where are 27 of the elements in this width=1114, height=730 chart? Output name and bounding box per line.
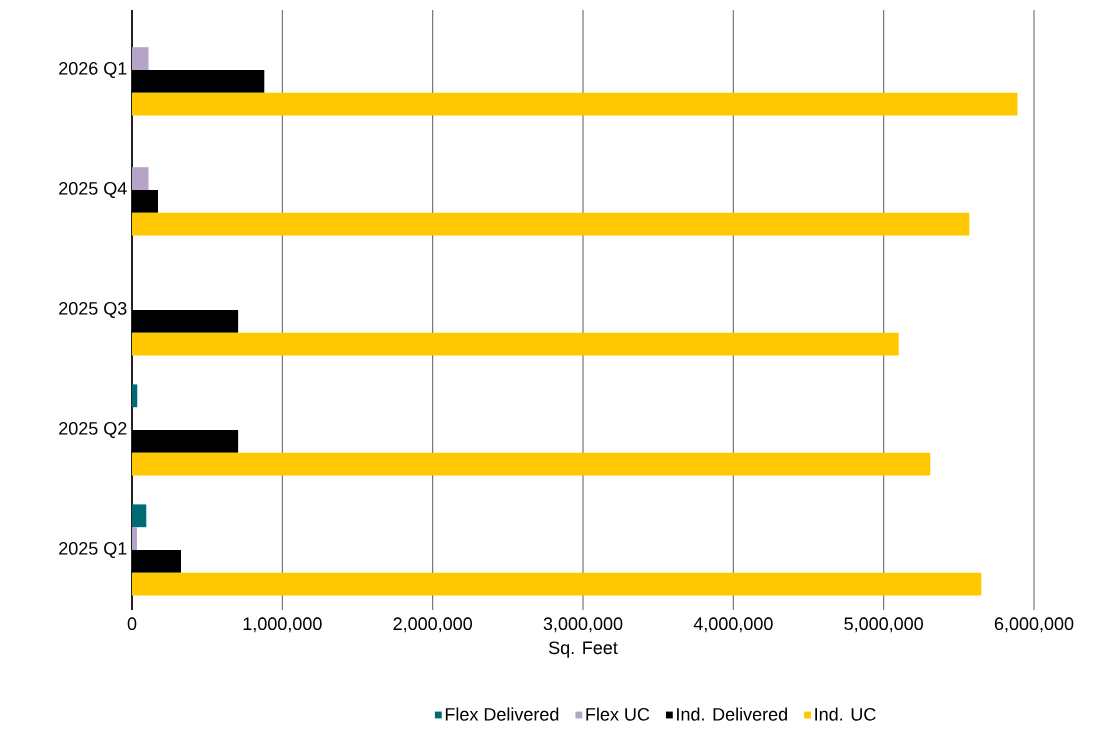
x-tick-label: 3,000,000 — [543, 617, 623, 633]
y-tick-label: 2025 Q1 — [59, 542, 127, 558]
bar — [132, 384, 138, 408]
bar — [132, 452, 931, 476]
y-tick-label: 2026 Q1 — [59, 62, 127, 78]
bar — [132, 527, 137, 550]
y-tick-label: 2025 Q3 — [59, 302, 127, 318]
bar — [132, 167, 149, 190]
bar — [132, 504, 147, 528]
y-tick-label: 2025 Q4 — [59, 182, 127, 198]
legend-label: Flex UC — [586, 707, 650, 721]
y-tick-label: 2025 Q2 — [59, 422, 127, 438]
x-tick-label: 2,000,000 — [393, 617, 472, 633]
x-tick-label: 1,000,000 — [243, 617, 322, 633]
x-tick-label: 5,000,000 — [844, 617, 923, 633]
legend-label: Ind. Delivered — [677, 707, 787, 721]
x-tick-label: 6,000,000 — [994, 617, 1074, 633]
x-tick-label: 4,000,000 — [693, 617, 773, 633]
bar — [132, 212, 970, 236]
bar — [132, 92, 1018, 116]
bar — [132, 47, 149, 70]
bar — [132, 332, 899, 356]
legend-label: Ind. UC — [815, 707, 876, 721]
bar — [132, 572, 982, 596]
x-tick-label: 0 — [127, 617, 137, 631]
legend-label: Flex Delivered — [445, 707, 559, 721]
x-axis-title: Sq. Feet — [548, 641, 618, 658]
